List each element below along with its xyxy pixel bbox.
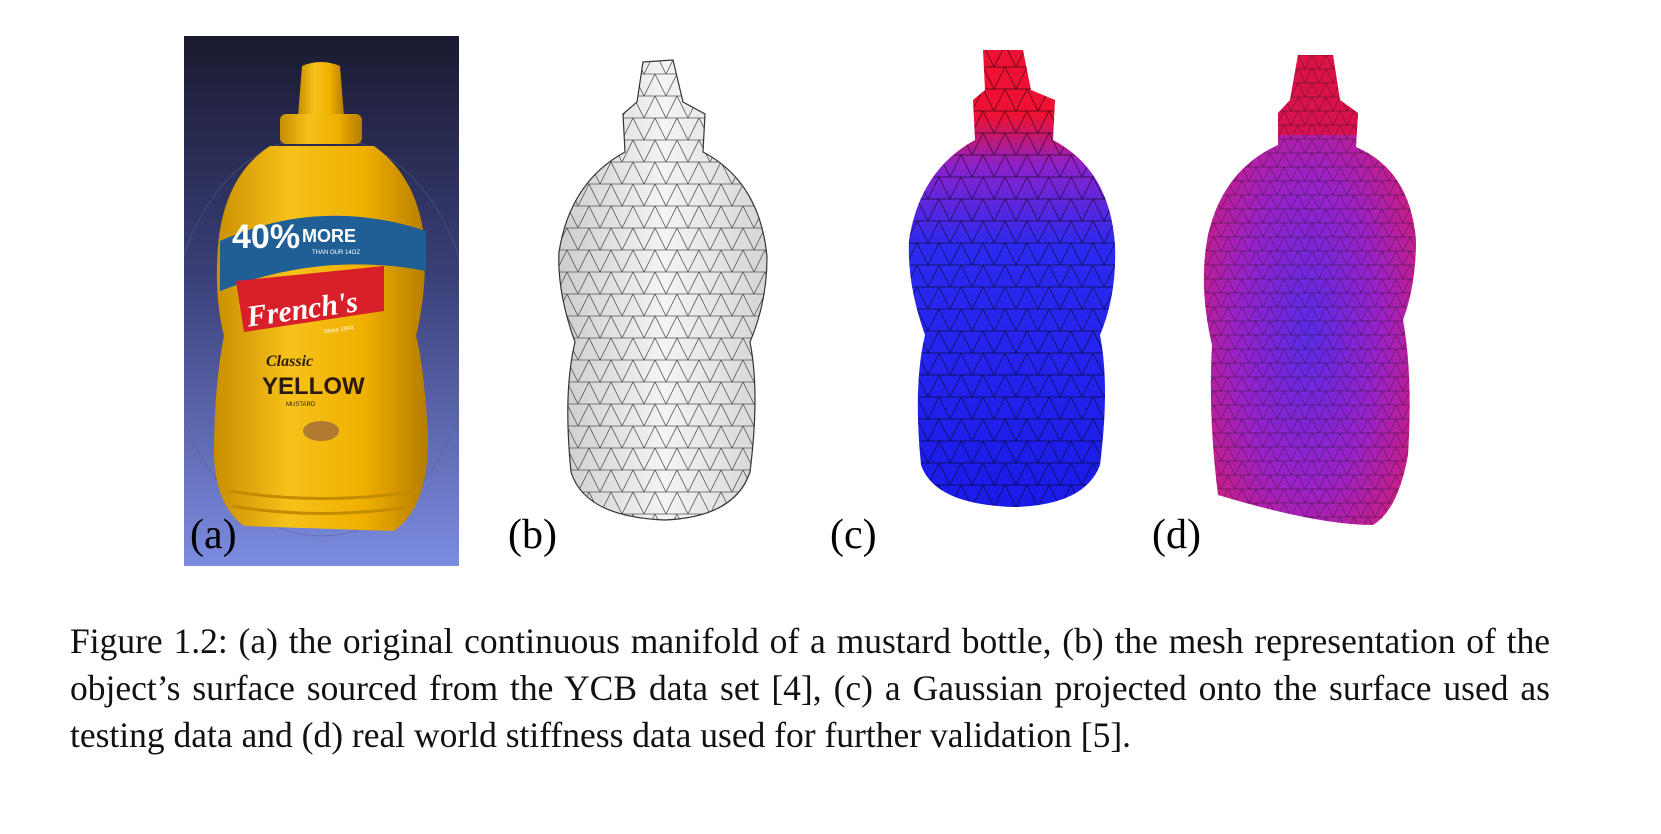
gray-mesh-bottle (545, 52, 785, 557)
figure-caption: Figure 1.2: (a) the original continuous … (70, 621, 1550, 755)
promo-small-text: MORE (302, 226, 356, 246)
panel-label-b: (b) (508, 512, 557, 558)
variety-line1-text: Classic (266, 353, 313, 370)
variety-line2-text: YELLOW (262, 373, 365, 400)
since-text: Since 1904 (324, 325, 355, 335)
stiffness-colored-mesh-bottle (1200, 55, 1440, 560)
mustard-bottle-photo: 40% MORE THAN OUR 14OZ French's Since 19… (184, 36, 459, 566)
gaussian-colored-mesh-bottle (895, 45, 1135, 550)
promo-big-text: 40% (232, 218, 300, 256)
promo-sub-text: THAN OUR 14OZ (312, 250, 360, 256)
panel-label-d: (d) (1152, 512, 1201, 558)
product-text: MUSTARD (286, 402, 316, 408)
panel-label-a: (a) (190, 512, 237, 558)
panel-label-c: (c) (830, 512, 877, 558)
